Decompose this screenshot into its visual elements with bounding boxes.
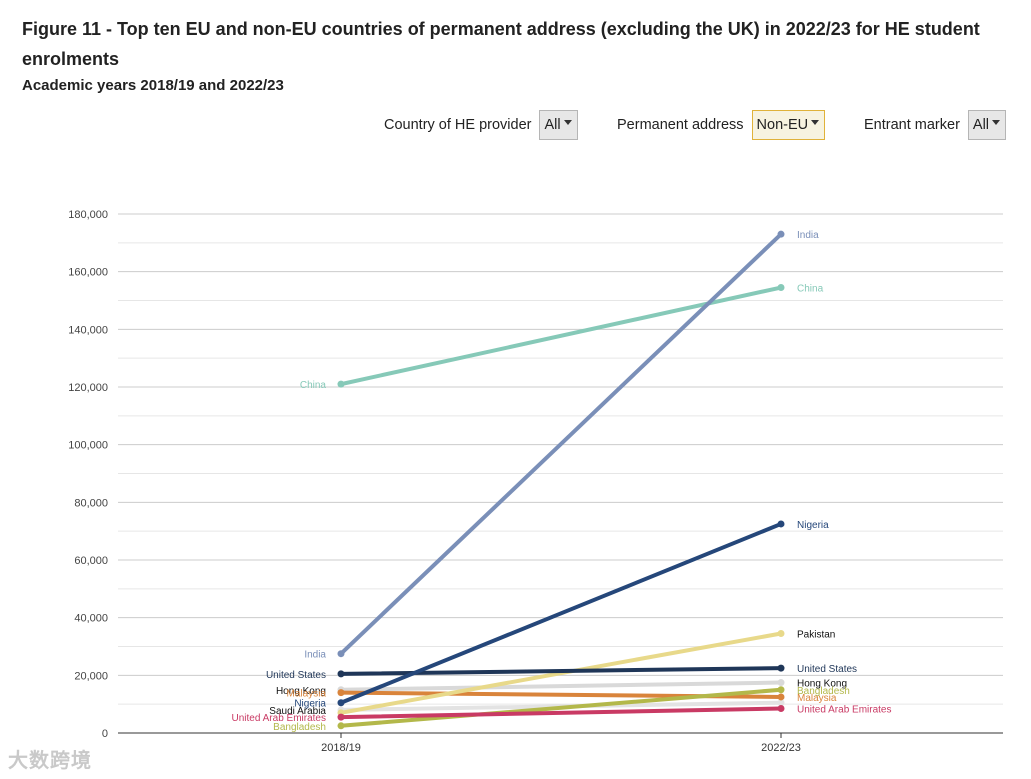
series-label-left-hong-kong: Hong Kong <box>276 686 326 697</box>
data-point-bangladesh[interactable] <box>337 722 345 730</box>
data-point-malaysia[interactable] <box>337 689 345 697</box>
entrant-dropdown-value: All <box>972 117 990 133</box>
entrant-filter-label: Entrant marker <box>864 117 960 133</box>
y-tick-label: 20,000 <box>74 670 108 682</box>
provider-dropdown[interactable]: All <box>539 110 578 140</box>
series-line-hong-kong[interactable] <box>339 680 783 692</box>
data-point-nigeria[interactable] <box>777 520 785 528</box>
entrant-dropdown[interactable]: All <box>967 110 1007 140</box>
y-tick-label: 140,000 <box>68 324 108 336</box>
y-tick-label: 80,000 <box>74 497 108 509</box>
y-tick-label: 0 <box>102 728 108 740</box>
series-label-left-united-states: United States <box>266 670 326 681</box>
data-point-pakistan[interactable] <box>777 630 785 638</box>
y-tick-label: 100,000 <box>68 440 108 452</box>
chart-title: Figure 11 - Top ten EU and non-EU countr… <box>22 19 980 69</box>
address-filter-label: Permanent address <box>617 117 744 133</box>
series-label-right-china: China <box>797 284 824 295</box>
watermark: 大数跨境 <box>8 750 92 772</box>
data-point-india[interactable] <box>777 230 785 238</box>
data-point-united-states[interactable] <box>777 664 785 672</box>
chart-subtitle: Academic years 2018/19 and 2022/23 <box>22 77 284 94</box>
y-tick-label: 180,000 <box>68 209 108 221</box>
series-label-right-nigeria: Nigeria <box>797 520 829 531</box>
address-dropdown[interactable]: Non-EU <box>751 110 826 140</box>
series-line-pakistan[interactable] <box>339 631 783 715</box>
y-tick-label: 120,000 <box>68 382 108 394</box>
address-dropdown-value: Non-EU <box>756 117 809 133</box>
series-label-right-malaysia: Malaysia <box>797 693 837 704</box>
provider-filter: Country of HE provider All <box>384 108 578 142</box>
data-point-hong-kong[interactable] <box>777 679 785 687</box>
filter-bar: Country of HE provider All Permanent add… <box>0 108 1031 142</box>
series-label-left-nigeria: Nigeria <box>294 699 326 710</box>
entrant-filter: Entrant marker All <box>864 108 1007 142</box>
data-point-bangladesh[interactable] <box>777 686 785 694</box>
line-chart: 0 20,000 40,000 60,000 80,000 100,000 120,000 1… <box>68 209 1003 754</box>
provider-dropdown-value: All <box>544 117 561 133</box>
y-tick-label: 40,000 <box>74 613 108 625</box>
series-label-right-united-states: United States <box>797 664 857 675</box>
chevron-down-icon <box>563 119 572 125</box>
address-filter: Permanent address Non-EU <box>617 108 826 142</box>
series-label-left-china: China <box>300 380 327 391</box>
data-point-nigeria[interactable] <box>337 699 345 707</box>
series-line-nigeria[interactable] <box>339 521 783 705</box>
data-point-saudi-arabia[interactable] <box>777 699 785 707</box>
series-label-left-saudi-arabia: Saudi Arabia <box>269 706 326 717</box>
series-label-right-india: India <box>797 230 819 241</box>
data-point-malaysia[interactable] <box>777 693 785 701</box>
data-point-india[interactable] <box>337 650 345 658</box>
y-tick-label: 160,000 <box>68 267 108 279</box>
series-label-left-malaysia: Malaysia <box>287 689 327 700</box>
series-line-china[interactable] <box>339 285 783 387</box>
data-point-china[interactable] <box>777 284 785 292</box>
series-label-right-bangladesh: Bangladesh <box>797 686 850 697</box>
series-line-india[interactable] <box>339 232 783 656</box>
series-label-right-pakistan: Pakistan <box>797 630 835 641</box>
data-point-united-arab-emirates[interactable] <box>337 713 345 721</box>
chevron-down-icon <box>992 119 1001 125</box>
x-tick-label: 2022/23 <box>761 742 801 754</box>
series-label-left-india: India <box>304 650 326 661</box>
series-label-right-hong-kong: Hong Kong <box>797 679 847 690</box>
provider-filter-label: Country of HE provider <box>384 117 532 133</box>
chevron-down-icon <box>811 119 820 125</box>
data-point-united-arab-emirates[interactable] <box>777 704 785 712</box>
series-line-united-arab-emirates[interactable] <box>339 706 783 720</box>
x-tick-label: 2018/19 <box>321 742 361 754</box>
series-label-left-united-arab-emirates: United Arab Emirates <box>232 713 327 724</box>
data-point-china[interactable] <box>337 380 345 388</box>
data-point-united-states[interactable] <box>337 670 345 678</box>
series-line-bangladesh[interactable] <box>339 687 783 728</box>
series-label-left-bangladesh: Bangladesh <box>273 722 326 733</box>
y-tick-label: 60,000 <box>74 555 108 567</box>
series-label-right-united-arab-emirates: United Arab Emirates <box>797 704 892 715</box>
